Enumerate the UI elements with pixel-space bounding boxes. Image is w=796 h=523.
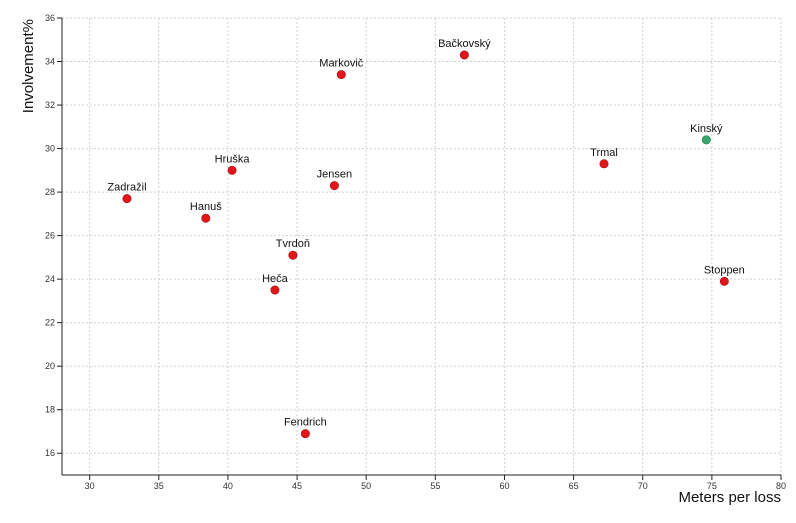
x-tick-label: 50 xyxy=(361,481,371,491)
data-point xyxy=(122,194,132,204)
data-point-label: Tvrdoň xyxy=(276,238,310,250)
y-tick-label: 16 xyxy=(45,448,55,458)
data-point-label: Stoppen xyxy=(704,264,745,276)
data-point-label: Hanuš xyxy=(190,201,222,213)
data-point xyxy=(599,159,609,169)
x-tick-label: 40 xyxy=(223,481,233,491)
y-tick-label: 28 xyxy=(45,187,55,197)
y-tick-label: 36 xyxy=(45,13,55,23)
x-axis-title: Meters per loss xyxy=(678,489,781,506)
y-tick-label: 18 xyxy=(45,405,55,415)
data-point xyxy=(288,250,298,260)
x-tick-label: 75 xyxy=(707,481,717,491)
x-tick-label: 80 xyxy=(776,481,786,491)
ticks: 30 35 40 45 50 55 60 65 70 75 80 16 18 20 22 24 26 28 30 32… xyxy=(45,13,786,491)
y-tick-label: 30 xyxy=(45,144,55,154)
data-point-label: Bačkovský xyxy=(438,38,491,50)
data-point xyxy=(459,50,469,60)
x-tick-label: 35 xyxy=(154,481,164,491)
data-point xyxy=(300,429,310,439)
data-point-label: Heča xyxy=(262,273,289,285)
data-point-label: Fendrich xyxy=(284,417,327,429)
data-point-label: Jensen xyxy=(317,169,352,181)
grid xyxy=(62,17,782,475)
data-point-label: Hruška xyxy=(215,153,251,165)
data-point xyxy=(719,276,729,286)
y-tick-label: 26 xyxy=(45,231,55,241)
data-points: Bačkovský Markovič Kinský Trmal Hruška Jensen… xyxy=(107,38,745,439)
data-point xyxy=(336,70,346,80)
data-point xyxy=(227,165,237,175)
data-point xyxy=(270,285,280,295)
data-point-label: Trmal xyxy=(590,147,618,159)
y-tick-label: 32 xyxy=(45,100,55,110)
y-tick-label: 34 xyxy=(45,57,55,67)
y-axis-title: Involvement% xyxy=(20,19,37,113)
data-point xyxy=(701,135,711,145)
y-tick-label: 24 xyxy=(45,274,55,284)
axes xyxy=(61,18,781,476)
data-point xyxy=(329,181,339,191)
y-tick-label: 22 xyxy=(45,318,55,328)
x-tick-label: 60 xyxy=(499,481,509,491)
data-point-label: Kinský xyxy=(690,123,723,135)
x-tick-label: 55 xyxy=(430,481,440,491)
data-point-label: Markovič xyxy=(319,58,364,70)
x-tick-label: 45 xyxy=(292,481,302,491)
x-tick-label: 65 xyxy=(569,481,579,491)
y-tick-label: 20 xyxy=(45,361,55,371)
data-point xyxy=(201,213,211,223)
x-tick-label: 30 xyxy=(85,481,95,491)
x-tick-label: 70 xyxy=(638,481,648,491)
data-point-label: Zadražil xyxy=(107,182,146,194)
